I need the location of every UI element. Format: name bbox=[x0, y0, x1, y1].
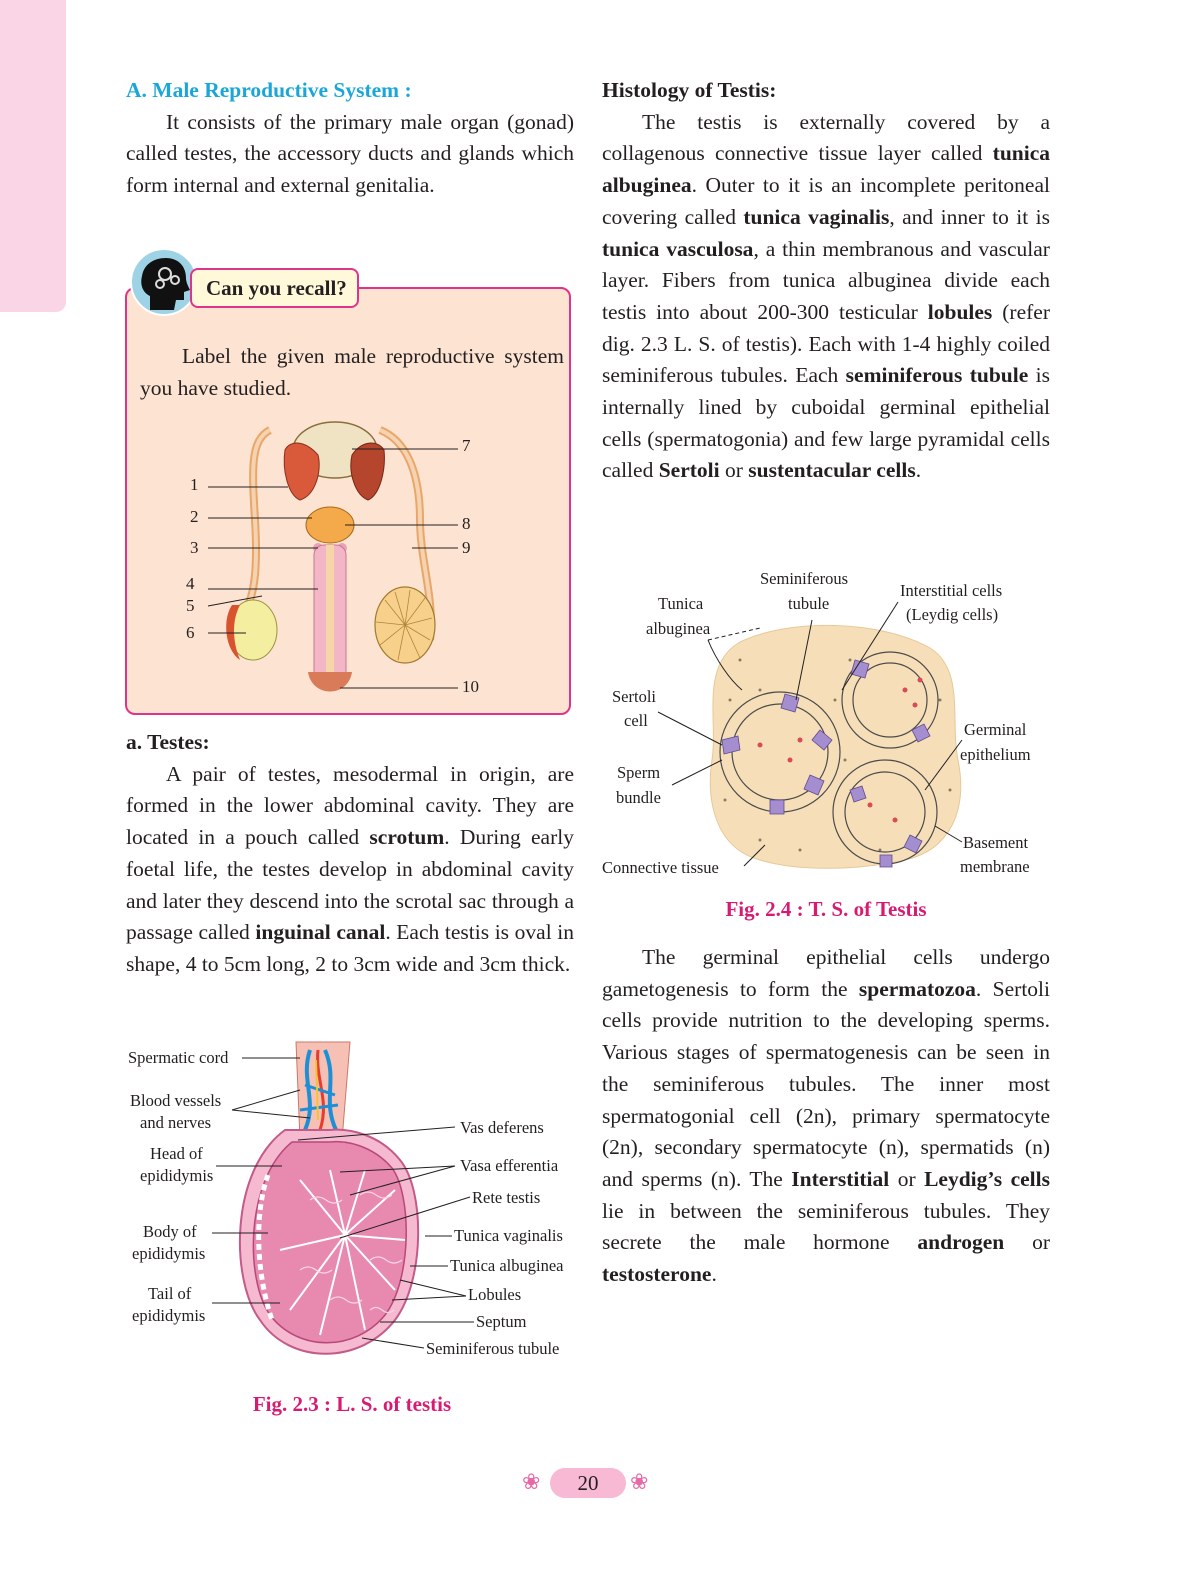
fig24-label: Connective tissue bbox=[602, 858, 719, 877]
histology-section: Histology of Testis: The testis is exter… bbox=[602, 75, 1050, 487]
recall-box bbox=[125, 287, 571, 715]
label-number: 8 bbox=[462, 514, 471, 533]
bold-term: tunica vaginalis bbox=[743, 204, 890, 229]
testes-section: a. Testes: A pair of testes, mesodermal … bbox=[126, 727, 574, 981]
label-number: 3 bbox=[190, 538, 199, 557]
label-number: 7 bbox=[462, 436, 471, 455]
flourish-icon: ❀ bbox=[630, 1469, 649, 1494]
bold-term: sustentacular cells bbox=[748, 458, 916, 483]
left-intro: A. Male Reproductive System : It consist… bbox=[126, 75, 574, 202]
fig24-label: Tunica bbox=[658, 594, 704, 613]
testes-heading: a. Testes: bbox=[126, 730, 210, 754]
fig24-label: (Leydig cells) bbox=[906, 605, 999, 624]
text-run: , a thin membranous and vascular layer. … bbox=[602, 236, 1050, 324]
label-number: 5 bbox=[186, 596, 195, 615]
page-number: 20 bbox=[550, 1468, 626, 1498]
fig23-label: epididymis bbox=[140, 1166, 214, 1185]
label-number: 9 bbox=[462, 538, 471, 557]
fig24-label: Germinal bbox=[964, 720, 1027, 739]
histology-paragraph: The testis is externally covered by a co… bbox=[602, 107, 1050, 487]
text-run: . Outer to it is an incomplete peritonea… bbox=[602, 173, 1050, 229]
fig24-label: membrane bbox=[960, 857, 1030, 876]
bold-term: Leydig’s cells bbox=[924, 1166, 1050, 1191]
fig23-label: Lobules bbox=[468, 1285, 522, 1304]
text-run: or bbox=[889, 1166, 925, 1191]
section-heading: A. Male Reproductive System : bbox=[126, 78, 412, 102]
fig23-label: and nerves bbox=[140, 1113, 212, 1132]
text-run: or bbox=[1004, 1230, 1050, 1255]
text-run: or bbox=[719, 458, 749, 483]
fig23-label: Tunica vaginalis bbox=[454, 1226, 563, 1245]
bold-term: lobules bbox=[927, 299, 993, 324]
fig23-label: Head of bbox=[150, 1144, 203, 1163]
recall-title: Can you recall? bbox=[190, 268, 359, 308]
bold-term: tunica albuginea bbox=[602, 141, 1050, 198]
fig24-label: tubule bbox=[788, 594, 830, 613]
fig24-label: Basement bbox=[963, 833, 1029, 852]
label-number: 10 bbox=[462, 677, 479, 696]
bold-term: androgen bbox=[917, 1230, 1005, 1255]
label-number: 2 bbox=[190, 507, 199, 526]
fig24-label: Interstitial cells bbox=[900, 581, 1003, 600]
fig23-label: Spermatic cord bbox=[128, 1048, 229, 1067]
gametogenesis-section: The germinal epithelial cells undergo ga… bbox=[602, 942, 1050, 1291]
text-run: . Sertoli cells provide nutrition to the… bbox=[602, 976, 1050, 1191]
fig23-label: Seminiferous tubule bbox=[426, 1339, 560, 1358]
label-number: 6 bbox=[186, 623, 195, 642]
fig23-label: Vas deferens bbox=[460, 1118, 544, 1137]
fig24-label: Sertoli bbox=[612, 687, 656, 706]
bold-term: Interstitial bbox=[791, 1166, 890, 1191]
bold-term: spermatozoa bbox=[858, 976, 976, 1001]
fig23-label: epididymis bbox=[132, 1244, 206, 1263]
fig23-label: Septum bbox=[476, 1312, 527, 1331]
bold-term: testosterone bbox=[602, 1262, 712, 1287]
testes-paragraph: A pair of testes, mesodermal in origin, … bbox=[126, 761, 575, 976]
label-number: 1 bbox=[190, 475, 199, 494]
text-run: The germinal epithelial cells undergo ga… bbox=[602, 945, 1050, 1001]
fig24-label: cell bbox=[624, 711, 648, 730]
bold-term: Sertoli bbox=[658, 458, 720, 483]
text-run: (refer dig. 2.3 L. S. of testis). Each w… bbox=[602, 299, 1050, 388]
intro-paragraph: It consists of the primary male organ (g… bbox=[126, 109, 574, 198]
label-number: 4 bbox=[186, 574, 195, 593]
fig24-label: Seminiferous bbox=[760, 569, 848, 588]
bold-term: seminiferous tubule bbox=[845, 363, 1029, 388]
fig24-label: bundle bbox=[616, 788, 661, 807]
fig24-caption: Fig. 2.4 : T. S. of Testis bbox=[725, 897, 927, 921]
side-tab bbox=[0, 0, 66, 312]
text-run: , and inner to it is bbox=[889, 204, 1050, 229]
recall-instruction: Label the given male reproductive system… bbox=[140, 341, 564, 404]
text-run: The testis is externally covered by a co… bbox=[602, 109, 1050, 166]
fig23-caption: Fig. 2.3 : L. S. of testis bbox=[252, 1392, 452, 1416]
fig23-label: epididymis bbox=[132, 1306, 206, 1325]
fig23-label: Rete testis bbox=[472, 1188, 541, 1207]
recall-text: Label the given male reproductive system… bbox=[140, 344, 564, 400]
text-run: lie in between the seminiferous tubules.… bbox=[602, 1198, 1050, 1255]
fig23-label: Vasa efferentia bbox=[460, 1156, 559, 1175]
fig23-label: Body of bbox=[143, 1222, 197, 1241]
fig23-label: Tunica albuginea bbox=[450, 1256, 564, 1275]
gametogenesis-paragraph: The germinal epithelial cells undergo ga… bbox=[602, 942, 1050, 1291]
fig23-label: Blood vessels bbox=[130, 1091, 222, 1110]
fig24-label: Sperm bbox=[617, 763, 661, 782]
histology-heading: Histology of Testis: bbox=[602, 78, 777, 102]
fig24-label: albuginea bbox=[646, 619, 711, 638]
fig24-label: epithelium bbox=[960, 745, 1031, 764]
bold-term: tunica vasculosa bbox=[602, 236, 754, 261]
flourish-icon: ❀ bbox=[522, 1469, 541, 1494]
text-run: . bbox=[711, 1262, 717, 1287]
text-run: is internally lined by cuboidal germinal… bbox=[602, 363, 1050, 483]
text-run: . bbox=[915, 458, 922, 483]
fig23-label: Tail of bbox=[148, 1284, 192, 1303]
